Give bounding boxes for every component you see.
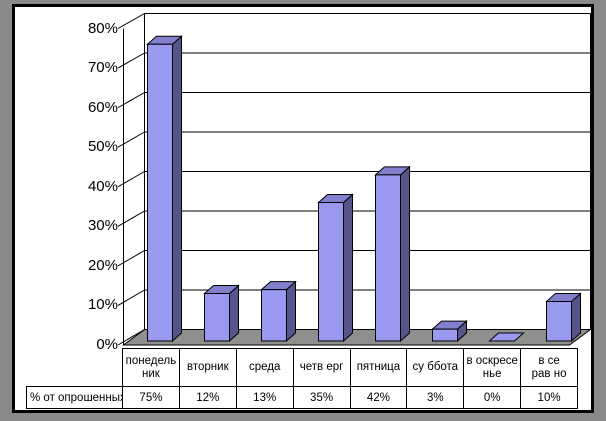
- value-cell-saturday: 3%: [406, 387, 463, 408]
- bar-side-wednesday: [286, 280, 296, 343]
- value-cell-any-day: 10%: [520, 387, 577, 408]
- y-axis-tick: [117, 52, 145, 69]
- y-axis-tick: [117, 250, 145, 267]
- bar-front-wednesday: [261, 289, 287, 342]
- y-axis-label: 0%: [96, 336, 118, 353]
- bar-side-thursday: [343, 193, 353, 343]
- series-label-cell: % от опрошенных: [30, 391, 122, 404]
- y-axis-label: 10%: [87, 296, 118, 314]
- bar-side-friday: [400, 165, 410, 343]
- bar-front-thursday: [318, 202, 344, 342]
- y-axis-tick: [117, 171, 145, 188]
- y-axis-label: 80%: [87, 19, 118, 37]
- value-cell-sunday: 0%: [463, 387, 520, 408]
- category-cell-wednesday: среда: [235, 349, 293, 386]
- bar-front-friday: [375, 174, 401, 342]
- bar-front-tuesday: [204, 293, 230, 342]
- bar-front-monday: [147, 43, 173, 342]
- y-axis-label: 50%: [87, 138, 118, 156]
- category-cell-friday: пятница: [349, 349, 407, 386]
- category-cell-saturday: су ббота: [406, 349, 463, 386]
- y-axis-tick: [117, 329, 145, 346]
- y-axis-label: 60%: [87, 98, 118, 116]
- y-axis-tick: [117, 92, 145, 109]
- y-axis-label: 20%: [87, 256, 118, 274]
- value-cell-thursday: 35%: [292, 387, 350, 408]
- y-axis-tick: [117, 289, 145, 306]
- y-axis-tick: [117, 210, 145, 227]
- value-cell-wednesday: 13%: [235, 387, 293, 408]
- category-cell-thursday: четв ерг: [292, 349, 350, 386]
- bar-front-saturday: [432, 328, 458, 342]
- value-cell-tuesday: 12%: [178, 387, 236, 408]
- y-axis-label: 70%: [87, 59, 118, 77]
- category-cell-sunday: в оскресе нье: [463, 349, 520, 386]
- y-axis-tick: [117, 131, 145, 148]
- floor: [121, 329, 593, 346]
- y-axis: 80% 70% 60% 50% 40% 30% 20% 10% 0%: [66, 0, 118, 421]
- bar-zero-sunday: [488, 332, 525, 342]
- y-axis-tick: [117, 13, 145, 29]
- category-axis-table-row: понедель ник вторник среда четв ерг пятница с…: [122, 348, 578, 387]
- category-cell-monday: понедель ник: [125, 354, 177, 380]
- value-cell-friday: 42%: [349, 387, 407, 408]
- category-cell-tuesday: вторник: [178, 349, 236, 386]
- data-table-value-row: % от опрошенных 75% 12% 13% 35% 42% 3% 0% 10%: [26, 386, 578, 409]
- category-cell-any-day: в се рав но: [520, 349, 577, 386]
- bar-side-tuesday: [229, 284, 239, 343]
- bar-side-monday: [172, 35, 182, 343]
- y-axis-label: 40%: [87, 177, 118, 195]
- bar-front-any-day: [546, 300, 572, 342]
- value-cell-monday: 75%: [122, 387, 179, 408]
- y-axis-label: 30%: [87, 217, 118, 235]
